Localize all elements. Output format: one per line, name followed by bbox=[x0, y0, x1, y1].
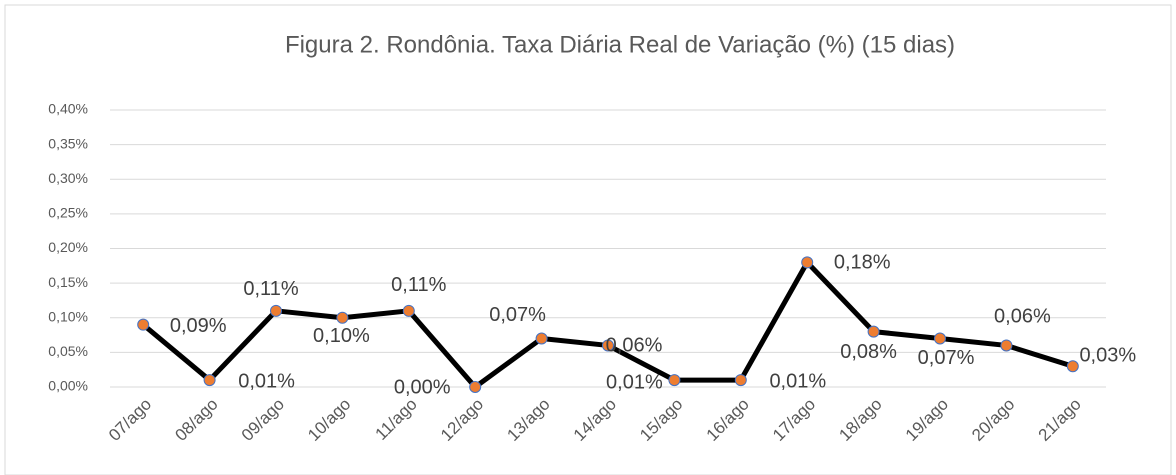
y-tick-label: 0,25% bbox=[48, 205, 88, 221]
marker bbox=[1066, 360, 1079, 373]
y-tick-label: 0,10% bbox=[48, 308, 88, 324]
data-label: 0,09% bbox=[170, 315, 227, 337]
marker bbox=[137, 318, 150, 331]
marker bbox=[1000, 339, 1013, 352]
marker bbox=[734, 374, 747, 387]
marker bbox=[934, 332, 946, 345]
marker bbox=[336, 311, 349, 324]
marker bbox=[867, 325, 880, 338]
y-tick-label: 0,40% bbox=[48, 101, 88, 117]
marker bbox=[535, 332, 548, 345]
data-label: 0,10% bbox=[313, 325, 370, 347]
marker bbox=[469, 381, 482, 393]
data-label: 0,01% bbox=[238, 370, 295, 392]
y-tick-label: 0,00% bbox=[48, 378, 88, 394]
data-label: 0,11% bbox=[391, 274, 446, 296]
data-label: 0,01% bbox=[769, 370, 826, 392]
data-label: 0,11% bbox=[243, 278, 298, 300]
marker bbox=[668, 374, 681, 387]
marker bbox=[602, 339, 614, 352]
y-tick-label: 0,05% bbox=[48, 343, 88, 359]
data-label: 0,03% bbox=[1079, 345, 1136, 367]
y-tick-label: 0,30% bbox=[48, 170, 88, 186]
y-tick-label: 0,35% bbox=[48, 135, 88, 151]
data-label: 0,01% bbox=[606, 371, 663, 393]
data-label: 0,18% bbox=[834, 252, 891, 274]
chart-title: Figura 2. Rondônia. Taxa Diária Real de … bbox=[285, 31, 955, 58]
data-label: 0,06% bbox=[994, 306, 1051, 328]
y-tick-label: 0,20% bbox=[48, 239, 88, 255]
data-label: 0,07% bbox=[918, 347, 975, 369]
data-label: 0,08% bbox=[840, 341, 897, 363]
data-label: 0,06% bbox=[606, 335, 663, 357]
marker bbox=[801, 256, 814, 269]
marker bbox=[402, 304, 415, 317]
y-tick-label: 0,15% bbox=[48, 274, 88, 290]
data-label: 0,00% bbox=[394, 376, 451, 398]
marker bbox=[203, 374, 216, 387]
chart-border bbox=[4, 4, 1172, 475]
data-label: 0,07% bbox=[489, 304, 546, 326]
marker bbox=[270, 304, 282, 317]
